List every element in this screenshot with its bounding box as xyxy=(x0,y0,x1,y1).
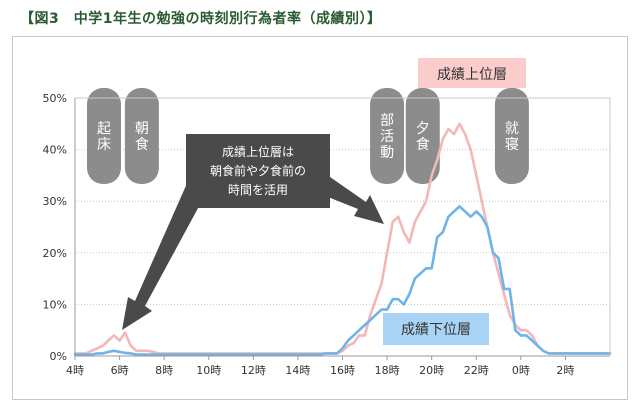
lower-label-box xyxy=(383,313,489,345)
note-text-line: 朝食前や夕食前の xyxy=(210,163,306,178)
series-lines xyxy=(73,122,612,356)
x-tick-label: 14時 xyxy=(285,364,310,377)
x-tick-label: 20時 xyxy=(419,364,444,377)
y-tick-label: 20% xyxy=(43,247,67,260)
annotation-pill xyxy=(494,88,529,184)
annotation-pill xyxy=(370,88,405,184)
x-tick-label: 8時 xyxy=(155,364,173,377)
x-tick-label: 22時 xyxy=(464,364,489,377)
lower-label-text: 成績下位層 xyxy=(401,322,471,338)
x-tick-label: 12時 xyxy=(241,364,266,377)
annotation-pill xyxy=(124,88,159,184)
x-tick-label: 10時 xyxy=(196,364,221,377)
x-tick-label: 18時 xyxy=(375,364,400,377)
x-tick-label: 2時 xyxy=(556,364,574,377)
x-tick-label: 4時 xyxy=(66,364,84,377)
y-tick-label: 40% xyxy=(43,144,67,157)
annotation-4: 就寝 xyxy=(494,88,529,184)
upper-label-box xyxy=(418,58,526,88)
annotation-label: 就寝 xyxy=(505,121,519,153)
note-text-line: 成績上位層は xyxy=(222,144,294,159)
annotation-label: 朝食 xyxy=(135,121,149,153)
axes: 0% 10% 20% 30% 40% 50% 4時 6時 8時 10時 12時 14時 16時 18時 20… xyxy=(43,92,611,377)
x-tick-label: 0時 xyxy=(512,364,530,377)
chart-title: 【図3 中学1年生の勉強の時刻別行為者率（成績別）】 xyxy=(20,11,382,27)
y-tick-label: 10% xyxy=(43,298,67,311)
note-text-line: 時間を活用 xyxy=(228,183,288,197)
arrow-right xyxy=(318,177,384,224)
annotation-label: 夕食 xyxy=(416,121,430,153)
annotation-3: 夕食 xyxy=(405,88,440,184)
y-tick-label: 30% xyxy=(43,195,67,208)
note-box xyxy=(186,134,330,208)
upper-label-text: 成績上位層 xyxy=(437,67,507,83)
x-tick-label: 16時 xyxy=(330,364,355,377)
x-tick-label: 6時 xyxy=(111,364,129,377)
annotation-label: 起床 xyxy=(97,121,111,153)
y-tick-label: 50% xyxy=(43,92,67,105)
annotation-pill xyxy=(405,88,440,184)
annotation-label: 部活動 xyxy=(380,113,394,161)
annotation-pill xyxy=(86,88,121,184)
annotation-1: 朝食 xyxy=(124,88,159,184)
y-tick-label: 0% xyxy=(50,350,67,363)
arrow-left xyxy=(122,172,210,330)
annotation-2: 部活動 xyxy=(370,88,405,184)
chart-frame xyxy=(12,36,628,400)
series-line-lower xyxy=(73,205,612,356)
annotation-0: 起床 xyxy=(86,88,121,184)
